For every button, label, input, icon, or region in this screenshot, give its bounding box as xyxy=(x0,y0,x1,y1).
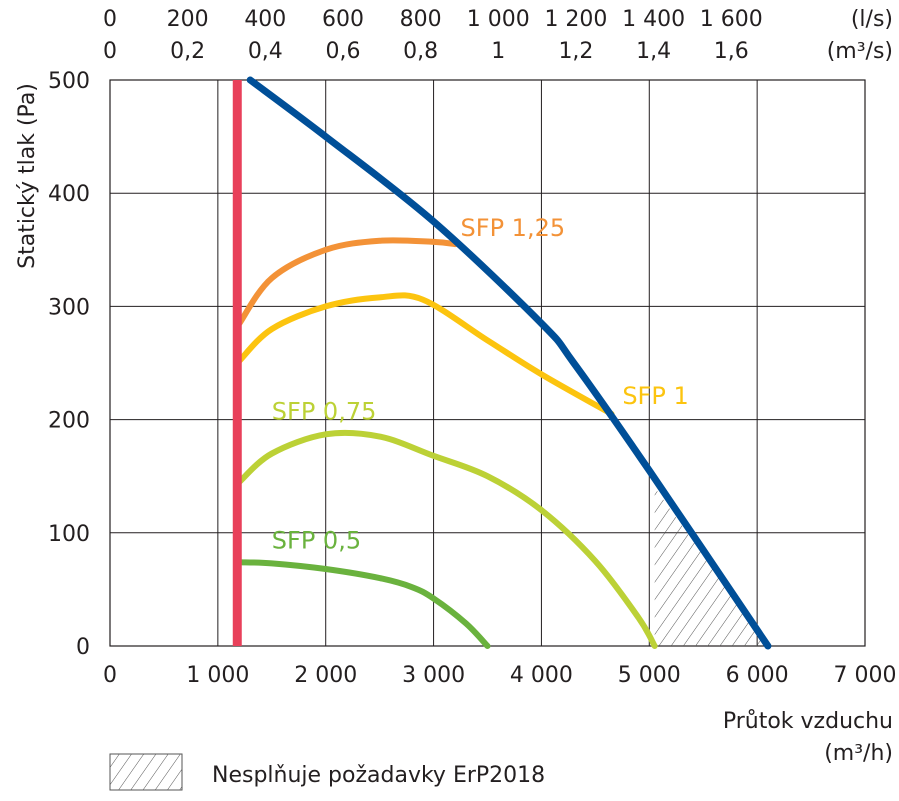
top-ls-tick-label: 200 xyxy=(167,7,209,32)
x-tick-label: 6 000 xyxy=(726,663,789,688)
top-ls-tick-label: 800 xyxy=(400,7,442,32)
y-axis-label: Statický tlak (Pa) xyxy=(15,83,40,269)
series-label: SFP 0,75 xyxy=(272,398,377,426)
series-line xyxy=(236,429,658,649)
series-line xyxy=(246,76,772,650)
top-m3s-tick-label: 1,4 xyxy=(636,39,671,64)
series-label: SFP 1 xyxy=(622,382,688,410)
x-tick-label: 3 000 xyxy=(402,663,465,688)
top-m3s-tick-label: 1,2 xyxy=(558,39,593,64)
series-line xyxy=(236,292,615,417)
y-tick-label: 300 xyxy=(48,295,90,320)
y-tick-label: 500 xyxy=(48,69,90,94)
x-tick-label: 5 000 xyxy=(618,663,681,688)
top-axis-ls-unit: (l/s) xyxy=(851,7,893,32)
top-ls-tick-label: 1 600 xyxy=(700,7,763,32)
x-tick-label: 0 xyxy=(103,663,117,688)
x-tick-label: 7 000 xyxy=(834,663,897,688)
legend-label: Nesplňuje požadavky ErP2018 xyxy=(212,763,545,788)
top-ls-tick-label: 1 200 xyxy=(544,7,607,32)
x-tick-label: 4 000 xyxy=(510,663,573,688)
series-line xyxy=(236,559,491,649)
series-label: SFP 0,5 xyxy=(272,527,361,555)
series-lines: SFP 1,25 SFP 1 SFP 0,75 SFP 0,5 xyxy=(232,76,772,650)
top-m3s-tick-label: 0,4 xyxy=(248,39,283,64)
top-ls-tick-label: 0 xyxy=(103,7,117,32)
x-tick-label: 1 000 xyxy=(186,663,249,688)
grid xyxy=(109,79,866,647)
x-axis-label: Průtok vzduchu xyxy=(723,709,893,734)
top-m3s-tick-label: 0,2 xyxy=(170,39,205,64)
legend-hatch-swatch xyxy=(109,753,183,791)
legend: Nesplňuje požadavky ErP2018 xyxy=(109,753,545,791)
top-m3s-tick-label: 1 xyxy=(491,39,505,64)
x-tick-label: 2 000 xyxy=(294,663,357,688)
top-m3s-tick-label: 0,6 xyxy=(325,39,360,64)
x-axis-unit: (m³/h) xyxy=(824,741,893,766)
series-line xyxy=(236,237,459,327)
series-label: SFP 1,25 xyxy=(461,214,566,242)
top-ls-tick-label: 1 400 xyxy=(622,7,685,32)
plot-frame xyxy=(109,79,866,647)
top-axis-m3s-unit: (m³/s) xyxy=(827,39,893,64)
top-ls-tick-label: 600 xyxy=(322,7,364,32)
top-m3s-tick-label: 0,8 xyxy=(403,39,438,64)
top-m3s-tick-label: 0 xyxy=(103,39,117,64)
y-tick-label: 100 xyxy=(48,522,90,547)
top-ls-tick-label: 400 xyxy=(244,7,286,32)
y-tick-label: 400 xyxy=(48,182,90,207)
top-m3s-tick-label: 1,6 xyxy=(714,39,749,64)
y-tick-label: 0 xyxy=(76,635,90,660)
top-ls-tick-label: 1 000 xyxy=(467,7,530,32)
y-tick-label: 200 xyxy=(48,409,90,434)
